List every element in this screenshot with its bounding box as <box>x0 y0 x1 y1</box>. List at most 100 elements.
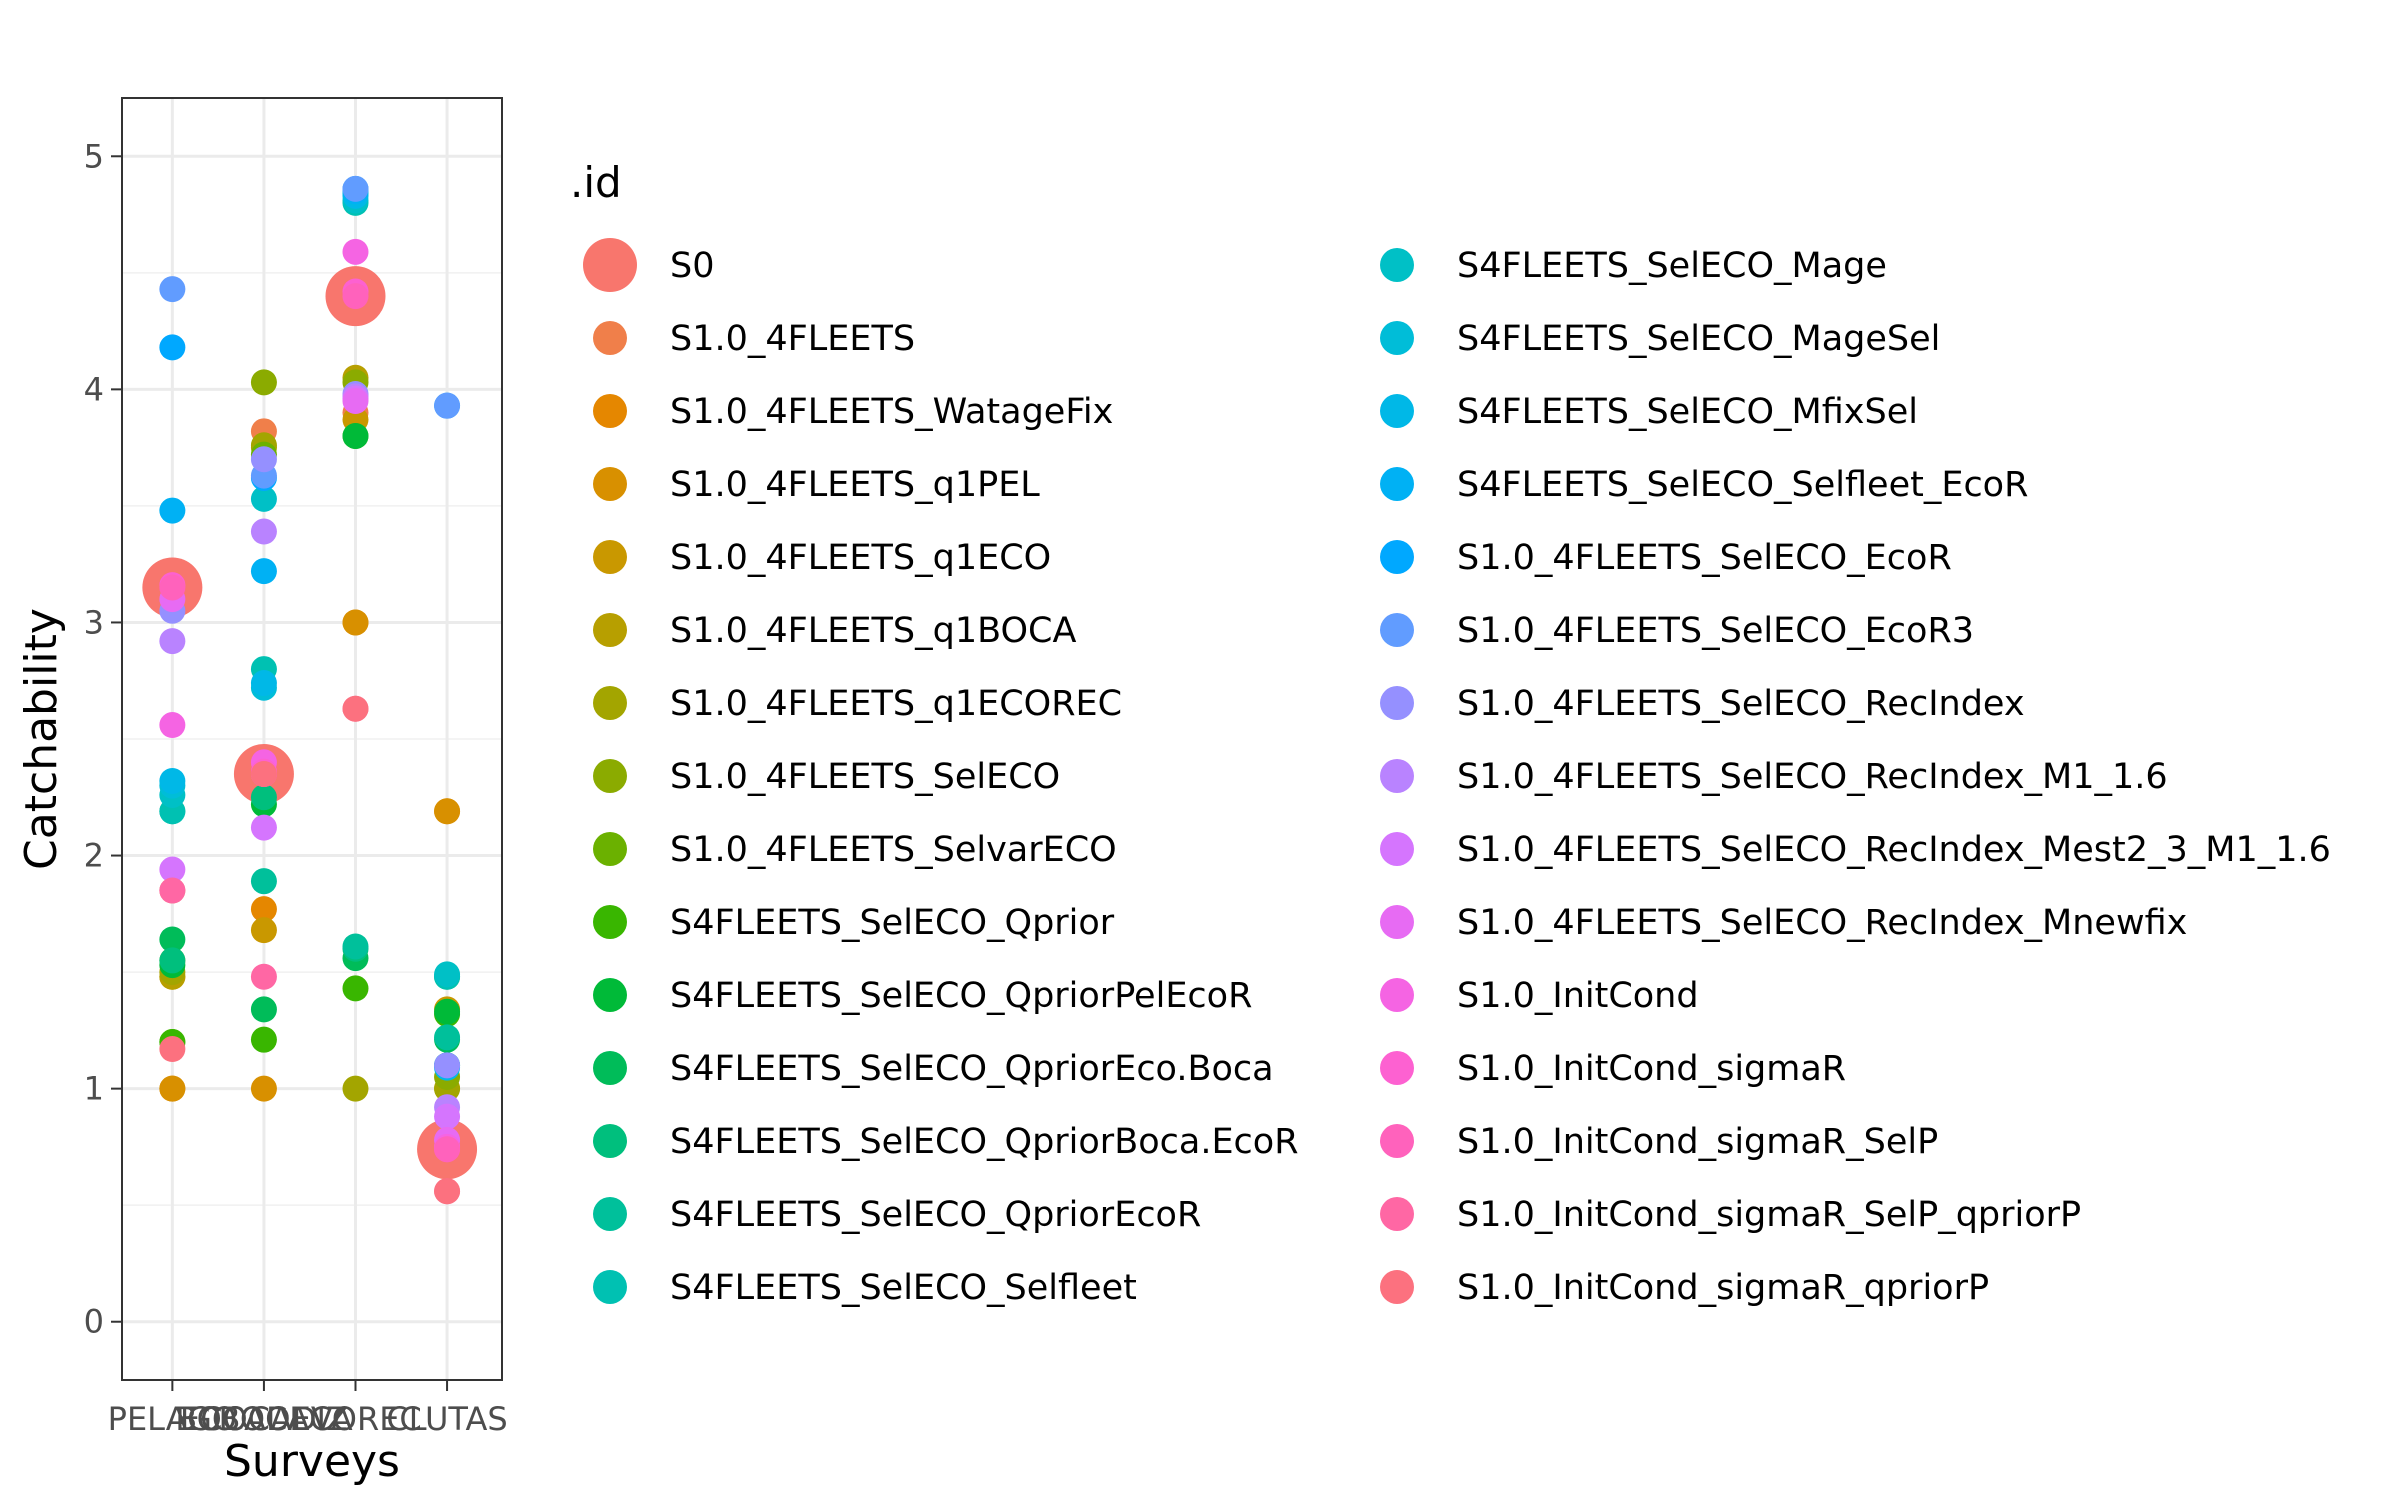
legend-key <box>1380 1197 1414 1231</box>
data-point <box>159 926 186 953</box>
legend-label: S1.0_4FLEETS_q1BOCA <box>670 611 1076 651</box>
legend-key <box>1380 394 1414 428</box>
data-point <box>342 609 369 636</box>
legend-label: S4FLEETS_SelECO_Selfleet_EcoR <box>1457 465 2028 505</box>
legend-label: S1.0_InitCond_sigmaR_SelP <box>1457 1122 1938 1162</box>
legend-label: S1.0_InitCond_sigmaR_qpriorP <box>1457 1268 1989 1308</box>
x-tick-label: ECOCADIZ <box>180 1400 348 1438</box>
legend-label: S1.0_InitCond_sigmaR_SelP_qpriorP <box>1457 1195 2081 1235</box>
legend-label: S1.0_4FLEETS_SelECO <box>670 757 1060 797</box>
data-point <box>342 975 369 1002</box>
legend-key <box>593 978 627 1012</box>
data-point <box>250 670 277 697</box>
data-point <box>159 276 186 303</box>
data-point <box>434 392 461 419</box>
data-point <box>159 856 186 883</box>
legend-key <box>593 1051 627 1085</box>
data-point <box>250 485 277 512</box>
legend-label: S4FLEETS_SelECO_MfixSel <box>1457 392 1918 432</box>
x-tick-label: BOCADEVA <box>175 1400 353 1438</box>
data-point <box>342 422 369 449</box>
legend-key <box>1380 1124 1414 1158</box>
data-point <box>434 798 461 825</box>
data-point <box>159 712 186 739</box>
y-tick-label: 0 <box>84 1303 104 1341</box>
legend-label: S0 <box>670 246 715 286</box>
data-point <box>250 996 277 1023</box>
legend-key <box>593 832 627 866</box>
legend-label: S4FLEETS_SelECO_QpriorEco.Boca <box>670 1049 1274 1089</box>
legend-key <box>1380 686 1414 720</box>
panel-border <box>121 97 503 1381</box>
legend-key <box>593 686 627 720</box>
y-tick-label: 4 <box>84 370 104 408</box>
data-point-highlight <box>138 553 206 621</box>
data-point <box>250 963 277 990</box>
legend-key <box>1380 613 1414 647</box>
legend-label: S1.0_4FLEETS_SelECO_RecIndex_Mnewfix <box>1457 903 2187 943</box>
y-axis-label: Catchability <box>16 608 67 870</box>
x-axis-label: Surveys <box>224 1436 400 1487</box>
data-point <box>342 695 369 722</box>
legend-label: S4FLEETS_SelECO_QpriorBoca.EcoR <box>670 1122 1299 1162</box>
legend-key <box>1380 978 1414 1012</box>
data-point <box>159 947 186 974</box>
data-point <box>159 767 186 794</box>
legend-key <box>1380 905 1414 939</box>
data-point <box>250 558 277 585</box>
legend-label: S1.0_4FLEETS_WatageFix <box>670 392 1113 432</box>
legend-key <box>593 321 627 355</box>
data-point <box>342 933 369 960</box>
data-point <box>250 1075 277 1102</box>
data-point <box>250 1026 277 1053</box>
data-point <box>159 334 186 361</box>
legend-key <box>593 759 627 793</box>
data-points <box>138 175 481 1205</box>
legend-label: S1.0_4FLEETS_SelECO_EcoR3 <box>1457 611 1974 651</box>
data-point <box>342 175 369 202</box>
data-point <box>434 1052 461 1079</box>
y-tick-label: 2 <box>84 837 104 875</box>
data-point-highlight <box>230 740 298 808</box>
legend-label: S1.0_4FLEETS_q1PEL <box>670 465 1040 505</box>
data-point <box>342 388 369 415</box>
legend-key <box>1380 759 1414 793</box>
data-point <box>159 1036 186 1063</box>
legend-key <box>593 613 627 647</box>
x-tick-label: ECOREC <box>289 1400 422 1438</box>
y-tick-label: 1 <box>84 1070 104 1108</box>
legend-label: S1.0_4FLEETS_SelECO_RecIndex <box>1457 684 2025 724</box>
legend-label: S4FLEETS_SelECO_Qprior <box>670 903 1115 943</box>
y-tick-label: 5 <box>84 137 104 175</box>
legend-label: S4FLEETS_SelECO_Mage <box>1457 246 1887 286</box>
grid-lines <box>122 98 502 1380</box>
data-point <box>250 868 277 895</box>
legend-key <box>593 1124 627 1158</box>
data-point-highlight <box>413 1115 481 1183</box>
legend-label: S1.0_4FLEETS_SelvarECO <box>670 830 1117 870</box>
data-point <box>434 1103 461 1130</box>
legend-label: S1.0_4FLEETS <box>670 319 915 359</box>
legend-label: S4FLEETS_SelECO_QpriorPelEcoR <box>670 976 1252 1016</box>
data-point <box>342 1075 369 1102</box>
legend-key <box>583 238 637 292</box>
x-tick-label: PELAGO <box>108 1400 237 1438</box>
legend-label: S1.0_4FLEETS_q1ECO <box>670 538 1051 578</box>
legend-label: S4FLEETS_SelECO_Selfleet <box>670 1268 1137 1308</box>
legend-key <box>593 905 627 939</box>
legend-key <box>593 1197 627 1231</box>
legend-label: S1.0_4FLEETS_SelECO_EcoR <box>1457 538 1952 578</box>
legend-key <box>1380 1051 1414 1085</box>
legend-title: .id <box>570 158 622 207</box>
data-point <box>434 1136 461 1163</box>
legend-label: S1.0_InitCond_sigmaR <box>1457 1049 1846 1089</box>
data-point-highlight <box>321 262 389 330</box>
data-point <box>159 1075 186 1102</box>
data-point <box>434 1178 461 1205</box>
legend-label: S4FLEETS_SelECO_QpriorEcoR <box>670 1195 1201 1235</box>
legend-label: S1.0_InitCond <box>1457 976 1699 1016</box>
data-point <box>434 1024 461 1051</box>
